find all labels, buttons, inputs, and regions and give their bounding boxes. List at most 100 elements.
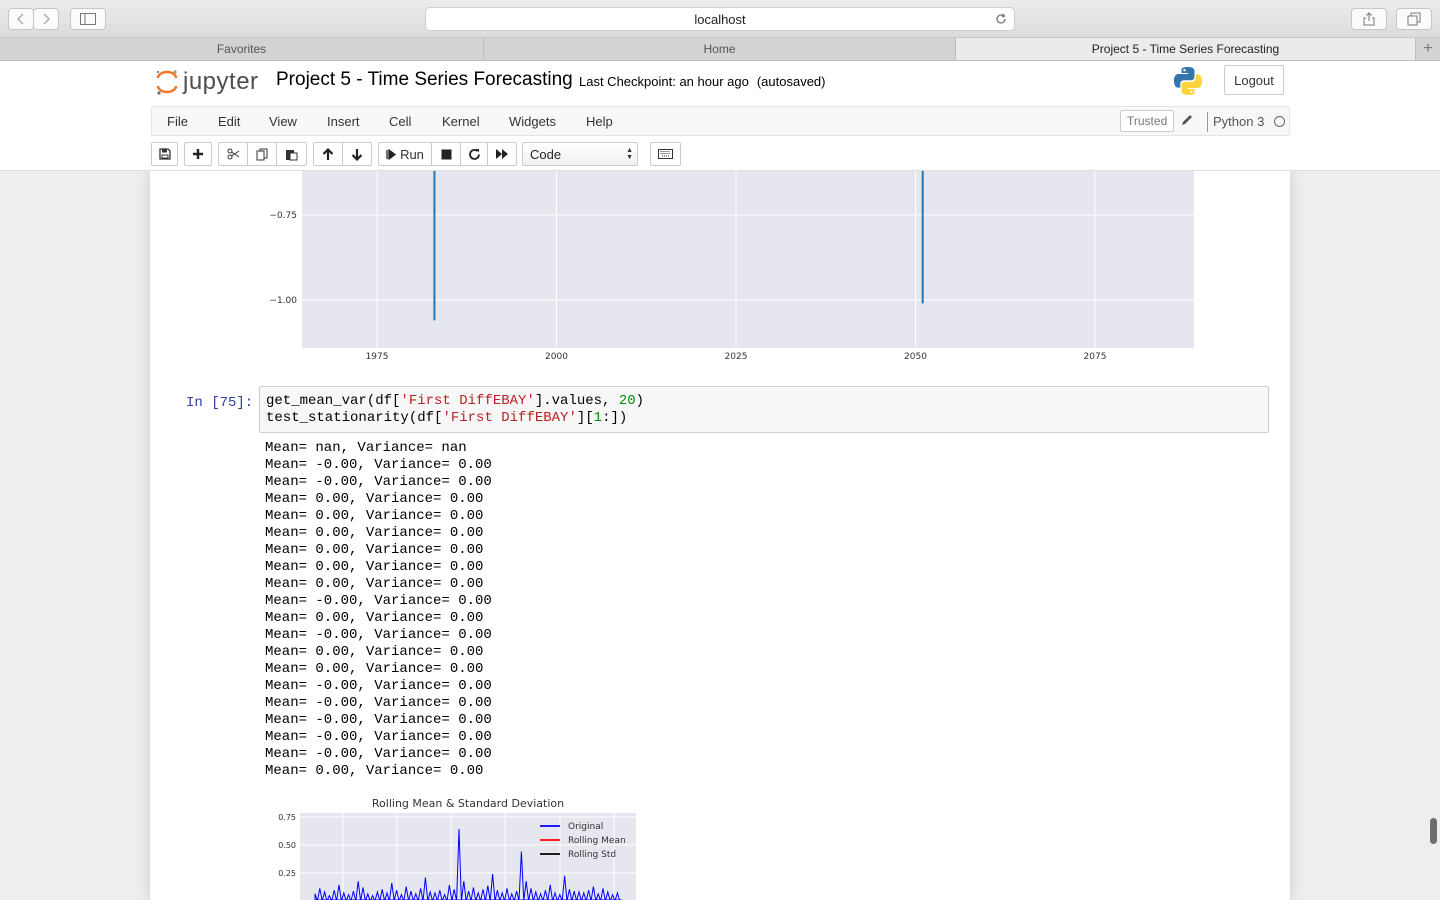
plus-icon [193,149,203,159]
output-line: Mean= -0.00, Variance= 0.00 [265,712,492,728]
chart-title: Rolling Mean & Standard Deviation [372,797,564,810]
output-line: Mean= 0.00, Variance= 0.00 [265,644,484,660]
legend-label: Original [568,822,603,832]
back-button[interactable] [8,8,34,30]
browser-titlebar: localhost [0,0,1440,38]
menu-kernel[interactable]: Kernel [442,114,480,129]
code-token: ) [635,393,645,409]
save-icon [158,148,171,160]
chart-ticks: 1975 2000 2025 2050 2075 −0.75 −1.00 [269,211,1106,362]
chevron-right-icon [43,13,51,25]
kernel-name[interactable]: Python 3 [1213,114,1265,129]
code-number: 1 [593,410,603,426]
tab-label: Favorites [216,42,267,56]
paste-button[interactable] [276,142,307,166]
tab-project5[interactable]: Project 5 - Time Series Forecasting [956,38,1416,60]
address-bar[interactable]: localhost [425,7,1015,31]
cut-button[interactable] [218,142,248,166]
stop-icon [441,149,451,159]
output-line: Mean= 0.00, Variance= 0.00 [265,542,484,558]
cell-type-value: Code [530,146,562,162]
notebook-toolbar: Run Code ▲ ▼ [0,136,1440,171]
checkpoint-text: Last Checkpoint: an hour ago [579,74,749,89]
forward-button[interactable] [33,8,59,30]
pencil-icon[interactable] [1180,113,1194,127]
interrupt-button[interactable] [431,142,461,166]
x-tick-label: 1975 [366,352,389,362]
code-token: get_mean_var(df[ [266,393,401,409]
menu-file[interactable]: File [167,114,188,129]
menu-widgets[interactable]: Widgets [509,114,556,129]
code-token: ].values, [534,393,619,409]
chart-first-diff: 1975 2000 2025 2050 2075 −0.75 −1.00 [269,171,1194,362]
tabs-icon [1407,12,1421,26]
x-tick-label: 2050 [904,352,927,362]
output-line: Mean= nan, Variance= nan [265,440,467,456]
y-tick-label: −0.75 [269,211,297,221]
y-tick-label: −1.00 [269,296,297,306]
share-icon [1363,12,1375,26]
y-tick-label: 0.50 [278,841,296,850]
chart-series [433,171,924,321]
plot-background [302,171,1194,348]
move-up-button[interactable] [313,142,343,166]
run-icon [386,148,397,160]
output-line: Mean= -0.00, Variance= 0.00 [265,678,492,694]
kernel-status-icon [1274,116,1285,127]
sidebar-toggle-button[interactable] [70,8,106,30]
restart-button[interactable] [460,142,488,166]
jupyter-header: jupyter Project 5 - Time Series Forecast… [0,61,1440,106]
x-tick-label: 2025 [725,352,748,362]
page-scrollbar-thumb[interactable] [1430,818,1437,844]
command-palette-button[interactable] [650,142,681,166]
output-line: Mean= -0.00, Variance= 0.00 [265,474,492,490]
x-tick-label: 2000 [545,352,568,362]
jupyter-logo[interactable]: jupyter [155,67,259,97]
chevron-left-icon [16,13,24,25]
tab-strip: Favorites Home Project 5 - Time Series F… [0,38,1440,61]
copy-button[interactable] [247,142,277,166]
output-line: Mean= 0.00, Variance= 0.00 [265,610,484,626]
input-prompt: In [75]: [186,395,254,411]
insert-cell-button[interactable] [184,142,212,166]
menu-edit[interactable]: Edit [218,114,241,129]
x-tick-label: 2075 [1084,352,1107,362]
output-line: Mean= 0.00, Variance= 0.00 [265,559,484,575]
restart-icon [468,148,480,160]
cell-output-text: Mean= nan, Variance= nan Mean= -0.00, Var… [265,440,492,780]
output-line: Mean= 0.00, Variance= 0.00 [265,491,484,507]
jupyter-logo-text: jupyter [183,68,259,95]
tab-home[interactable]: Home [484,38,956,60]
code-token: :]) [602,410,628,426]
restart-run-all-button[interactable] [487,142,517,166]
tabs-overview-button[interactable] [1396,8,1432,30]
code-cell-input[interactable]: get_mean_var(df[ 'First DiffEBAY'].values… [259,386,1269,433]
fast-forward-icon [496,149,508,159]
move-down-button[interactable] [342,142,372,166]
output-line: Mean= -0.00, Variance= 0.00 [265,729,492,745]
autosave-status: (autosaved) [756,74,826,89]
output-line: Mean= 0.00, Variance= 0.00 [265,661,484,677]
python-logo-icon [1174,67,1202,95]
new-tab-button[interactable]: + [1416,38,1440,60]
cell-type-select[interactable]: Code ▲ ▼ [522,142,638,166]
run-button[interactable]: Run [378,142,432,166]
tab-favorites[interactable]: Favorites [0,38,484,60]
output-line: Mean= -0.00, Variance= 0.00 [265,457,492,473]
chart-gridlines [302,171,1194,348]
save-button[interactable] [151,142,178,166]
reload-icon[interactable] [994,12,1008,26]
menu-help[interactable]: Help [586,114,613,129]
output-line: Mean= 0.00, Variance= 0.00 [265,508,484,524]
menu-cell[interactable]: Cell [389,114,412,129]
logout-button[interactable]: Logout [1224,65,1284,95]
notebook-title[interactable]: Project 5 - Time Series Forecasting [276,69,573,90]
menu-insert[interactable]: Insert [327,114,360,129]
menu-view[interactable]: View [269,114,297,129]
tab-label: Home [703,42,736,56]
jupyter-logo-icon [156,70,178,95]
share-button[interactable] [1351,8,1387,30]
trusted-indicator[interactable]: Trusted [1120,110,1175,132]
code-string: 'First DiffEBAY' [442,410,577,426]
notebook-page: 1975 2000 2025 2050 2075 −0.75 −1.00 In [75]: … [150,171,1290,900]
